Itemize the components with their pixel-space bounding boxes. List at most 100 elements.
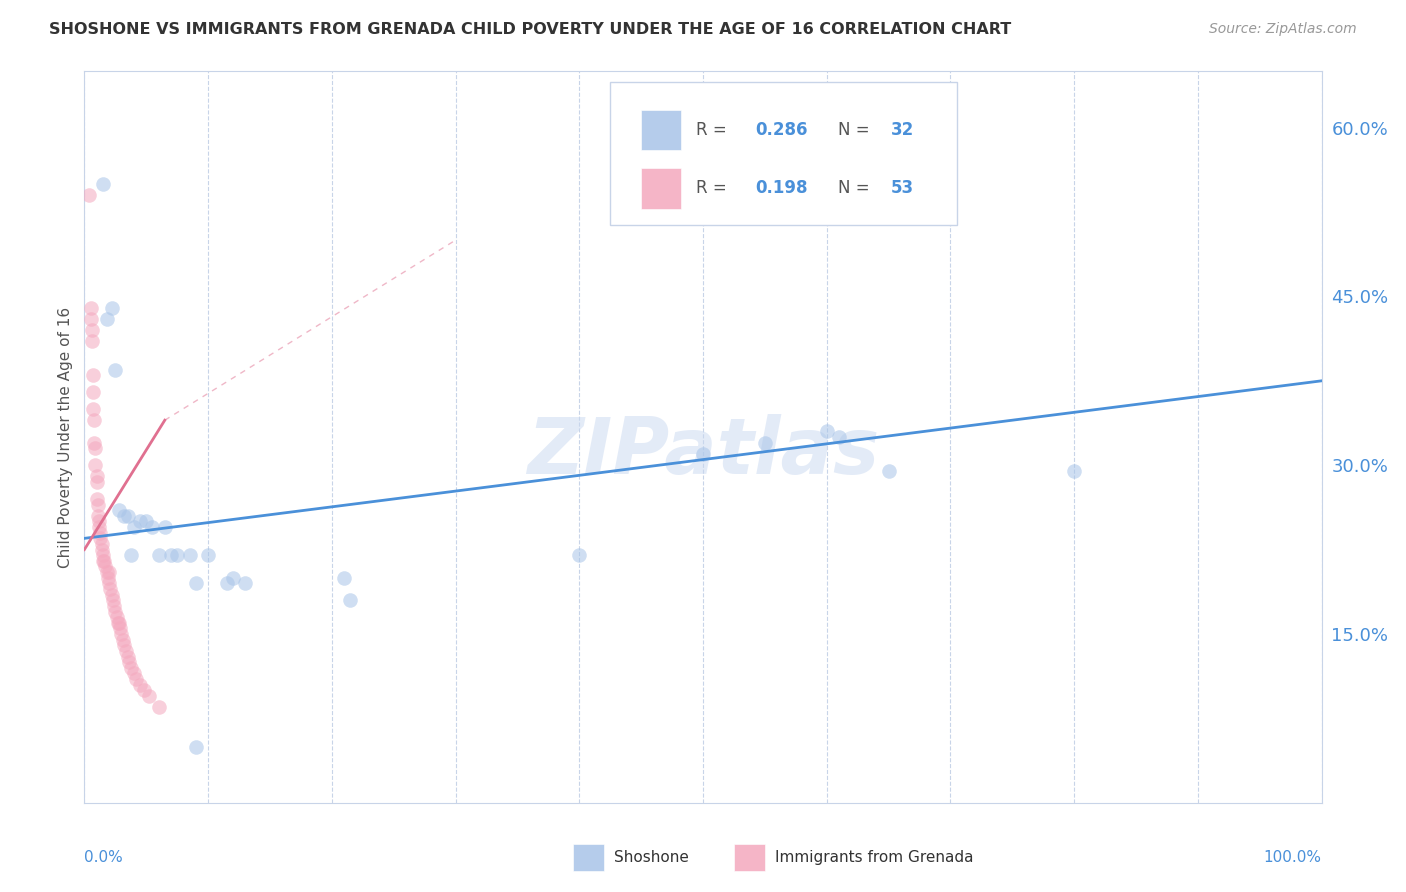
- Bar: [641, 169, 681, 209]
- Point: [110, 627, 132, 641]
- Point: [87, 508, 110, 523]
- Point: [86, 475, 108, 489]
- Text: N =: N =: [838, 121, 875, 139]
- Point: [86, 491, 108, 506]
- Bar: [734, 845, 765, 871]
- Point: [89, 515, 111, 529]
- Text: 53: 53: [891, 179, 914, 197]
- Point: [80, 334, 103, 349]
- Point: [111, 632, 134, 647]
- Point: [148, 548, 170, 562]
- Point: [79, 188, 101, 202]
- Point: [90, 542, 112, 557]
- Point: [90, 537, 112, 551]
- Point: [110, 621, 132, 635]
- Point: [112, 508, 135, 523]
- FancyBboxPatch shape: [610, 82, 956, 225]
- Point: [118, 655, 141, 669]
- Y-axis label: Child Poverty Under the Age of 16: Child Poverty Under the Age of 16: [58, 307, 73, 567]
- Point: [101, 593, 124, 607]
- Point: [135, 515, 157, 529]
- Point: [87, 498, 110, 512]
- Point: [120, 661, 142, 675]
- Point: [222, 571, 245, 585]
- Point: [129, 515, 152, 529]
- Text: Source: ZipAtlas.com: Source: ZipAtlas.com: [1209, 22, 1357, 37]
- Text: 0.0%: 0.0%: [84, 850, 124, 865]
- Point: [107, 615, 129, 630]
- Bar: [574, 845, 605, 871]
- Point: [568, 548, 591, 562]
- Point: [692, 447, 714, 461]
- Point: [98, 565, 121, 579]
- Point: [129, 678, 152, 692]
- Point: [97, 571, 120, 585]
- Point: [148, 700, 170, 714]
- Point: [166, 548, 188, 562]
- Point: [815, 425, 838, 439]
- Text: Immigrants from Grenada: Immigrants from Grenada: [775, 850, 973, 865]
- Point: [105, 610, 128, 624]
- Point: [138, 689, 160, 703]
- Point: [141, 520, 163, 534]
- Point: [80, 323, 103, 337]
- Point: [125, 672, 148, 686]
- Point: [98, 576, 121, 591]
- Point: [96, 312, 118, 326]
- Text: N =: N =: [838, 179, 875, 197]
- Point: [754, 435, 776, 450]
- Point: [91, 548, 114, 562]
- Bar: [641, 110, 681, 150]
- Point: [91, 177, 114, 191]
- Point: [877, 464, 900, 478]
- Point: [108, 503, 131, 517]
- Point: [94, 559, 117, 574]
- Point: [82, 385, 104, 400]
- Point: [122, 520, 145, 534]
- Point: [339, 593, 361, 607]
- Point: [96, 565, 118, 579]
- Point: [89, 532, 111, 546]
- Point: [79, 312, 101, 326]
- Point: [132, 683, 155, 698]
- Point: [100, 588, 122, 602]
- Point: [108, 615, 131, 630]
- Point: [104, 605, 127, 619]
- Point: [98, 582, 121, 596]
- Point: [82, 368, 104, 383]
- Point: [84, 442, 107, 456]
- Point: [1063, 464, 1085, 478]
- Text: 32: 32: [891, 121, 914, 139]
- Point: [82, 401, 104, 416]
- Point: [103, 599, 125, 613]
- Text: R =: R =: [696, 179, 731, 197]
- Point: [160, 548, 183, 562]
- Point: [83, 435, 105, 450]
- Point: [100, 301, 122, 315]
- Text: SHOSHONE VS IMMIGRANTS FROM GRENADA CHILD POVERTY UNDER THE AGE OF 16 CORRELATIO: SHOSHONE VS IMMIGRANTS FROM GRENADA CHIL…: [49, 22, 1011, 37]
- Point: [91, 554, 114, 568]
- Point: [112, 638, 135, 652]
- Point: [86, 469, 108, 483]
- Point: [184, 739, 207, 754]
- Point: [120, 548, 142, 562]
- Point: [89, 520, 111, 534]
- Point: [83, 413, 105, 427]
- Text: 100.0%: 100.0%: [1264, 850, 1322, 865]
- Point: [184, 576, 207, 591]
- Point: [233, 576, 256, 591]
- Point: [117, 508, 139, 523]
- Point: [93, 554, 115, 568]
- Point: [215, 576, 238, 591]
- Text: 0.286: 0.286: [755, 121, 807, 139]
- Text: ZIPatlas: ZIPatlas: [527, 414, 879, 490]
- Point: [89, 525, 111, 540]
- Point: [333, 571, 356, 585]
- Point: [79, 301, 101, 315]
- Point: [117, 649, 139, 664]
- Text: Shoshone: Shoshone: [614, 850, 689, 865]
- Text: R =: R =: [696, 121, 731, 139]
- Text: 0.198: 0.198: [755, 179, 807, 197]
- Point: [197, 548, 219, 562]
- Point: [122, 666, 145, 681]
